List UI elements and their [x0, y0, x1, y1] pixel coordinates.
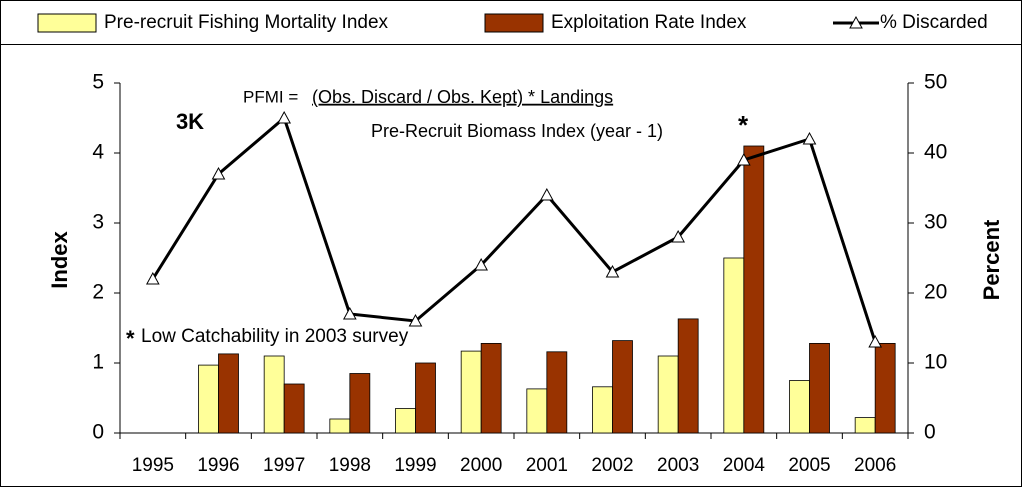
line-series	[151, 115, 877, 343]
line-marker	[474, 257, 489, 271]
bar	[263, 355, 285, 434]
bar	[854, 417, 876, 434]
x-tick-label: 2006	[854, 455, 896, 476]
x-tick-label: 1999	[394, 455, 436, 476]
y2-tick-label: 0	[924, 421, 936, 444]
x-tick-label: 2004	[723, 455, 766, 476]
y-axis-label: Index	[47, 231, 72, 289]
line-marker	[671, 229, 686, 243]
legend-swatch	[37, 13, 97, 33]
star-annotation: *	[738, 110, 749, 140]
note-star: *	[126, 326, 135, 351]
region-label: 3K	[176, 109, 204, 134]
x-tick-label: 2002	[591, 455, 633, 476]
y-tick-label: 3	[92, 211, 104, 234]
bar	[677, 318, 699, 434]
x-tick-label: 1998	[329, 455, 371, 476]
y-tick-label: 0	[92, 421, 104, 444]
y2-tick-label: 50	[924, 71, 947, 94]
line-marker	[277, 110, 292, 124]
x-tick-label: 2001	[526, 455, 568, 476]
legend-marker	[849, 15, 863, 29]
y2-tick-label: 10	[924, 351, 947, 374]
bar	[480, 342, 502, 434]
bar	[415, 362, 436, 434]
bar	[612, 340, 633, 434]
line-marker	[342, 306, 357, 320]
line-marker	[408, 313, 423, 327]
bar	[657, 355, 679, 434]
legend-swatch	[484, 13, 544, 33]
bar	[874, 342, 896, 434]
bar	[743, 145, 765, 434]
y-tick-label: 1	[92, 351, 104, 374]
line-marker	[145, 271, 160, 285]
y-tick-label: 5	[92, 71, 104, 94]
bar	[329, 418, 351, 434]
x-tick-label: 2003	[657, 455, 699, 476]
bar	[592, 386, 613, 434]
bar	[460, 350, 482, 434]
legend-label: Pre-recruit Fishing Mortality Index	[104, 12, 389, 33]
x-tick-label: 1997	[263, 455, 305, 476]
bar	[349, 373, 371, 434]
bar	[218, 353, 239, 434]
x-tick-label: 1995	[132, 455, 174, 476]
formula-numerator: (Obs. Discard / Obs. Kept) * Landings	[312, 87, 613, 107]
y2-tick-label: 40	[924, 141, 947, 164]
y2-tick-label: 20	[924, 281, 947, 304]
y-tick-label: 4	[92, 141, 104, 164]
formula-denominator: Pre-Recruit Biomass Index (year - 1)	[371, 121, 663, 141]
x-tick-label: 1996	[197, 455, 239, 476]
bar	[723, 257, 745, 434]
y2-tick-label: 30	[924, 211, 947, 234]
line-marker	[868, 334, 883, 348]
note: Low Catchability in 2003 survey	[141, 326, 409, 347]
line-marker	[605, 264, 620, 278]
bar	[789, 380, 810, 434]
x-tick-label: 2000	[460, 455, 502, 476]
bar	[809, 342, 830, 434]
legend-label: Exploitation Rate Index	[551, 12, 747, 33]
line-marker	[211, 166, 226, 180]
line-marker	[802, 131, 817, 145]
bar	[395, 408, 416, 434]
bar	[283, 383, 305, 434]
line-marker	[736, 152, 751, 166]
bar	[198, 364, 219, 434]
legend-label: % Discarded	[880, 12, 988, 33]
bar	[546, 351, 568, 434]
y-tick-label: 2	[92, 281, 104, 304]
line-marker	[539, 187, 554, 201]
y2-axis-label: Percent	[979, 219, 1004, 300]
formula-lhs: PFMI =	[243, 87, 298, 106]
x-tick-label: 2005	[788, 455, 830, 476]
bar	[526, 388, 548, 434]
